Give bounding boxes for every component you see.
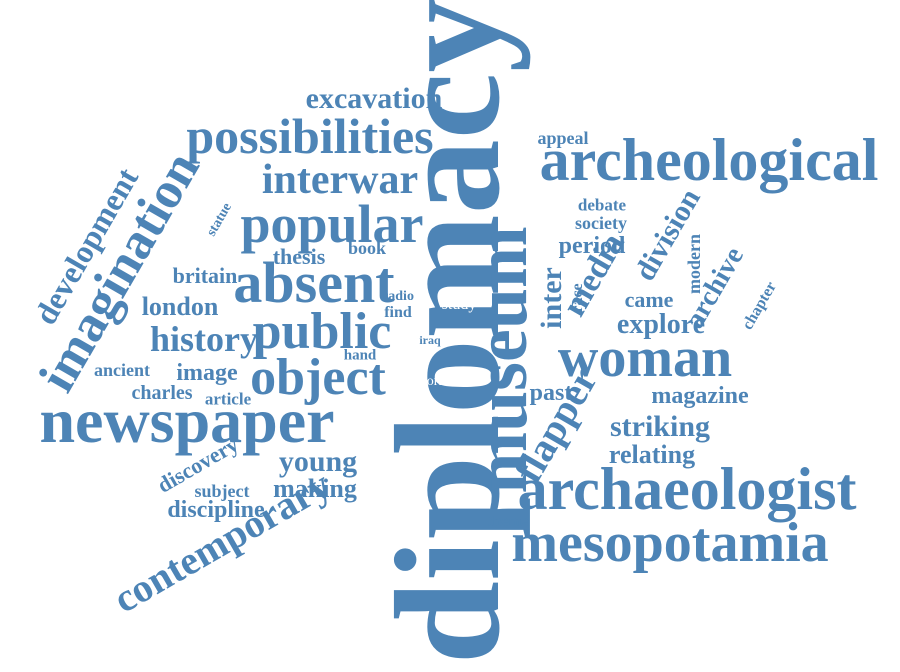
word-striking: striking bbox=[609, 410, 711, 443]
word-newspaper: newspaper bbox=[39, 385, 335, 456]
word-theme: theme bbox=[487, 513, 529, 530]
word-relating: relating bbox=[608, 440, 696, 469]
word-object: object bbox=[250, 349, 386, 406]
word-thesis: thesis bbox=[272, 244, 326, 269]
word-young: young bbox=[278, 445, 358, 478]
word-subject: subject bbox=[194, 481, 250, 501]
word-ancient: ancient bbox=[94, 360, 150, 380]
word-public: public bbox=[252, 303, 392, 360]
word-history: history bbox=[150, 319, 258, 359]
word-excavation: excavation bbox=[305, 82, 443, 115]
word-race: race bbox=[569, 283, 586, 313]
word-book: book bbox=[347, 238, 387, 258]
word-woman: woman bbox=[557, 327, 733, 389]
word-inter: inter bbox=[535, 267, 568, 329]
word-article: article bbox=[204, 389, 252, 409]
word-society: society bbox=[575, 213, 627, 233]
word-image: image bbox=[176, 360, 238, 386]
word-discipline: discipline bbox=[167, 497, 265, 523]
word-modern: modern bbox=[684, 234, 704, 294]
word-chapter: chapter bbox=[739, 278, 781, 333]
word-period: period bbox=[558, 233, 626, 259]
word-hand: hand bbox=[343, 347, 377, 364]
word-iraq: iraq bbox=[419, 333, 441, 347]
word-london: london bbox=[141, 292, 219, 321]
word-explore: explore bbox=[616, 309, 706, 340]
word-past: past bbox=[529, 380, 573, 406]
word-mesopotamia: mesopotamia bbox=[511, 512, 829, 574]
word-magazine: magazine bbox=[651, 383, 749, 409]
word-interwar: interwar bbox=[261, 157, 419, 203]
word-possibilities: possibilities bbox=[186, 108, 434, 164]
word-statue: statue bbox=[204, 200, 236, 239]
word-work: work bbox=[416, 374, 446, 389]
word-making: making bbox=[273, 474, 357, 503]
word-study: study bbox=[441, 296, 477, 313]
word-appeal: appeal bbox=[537, 128, 589, 148]
word-charles: charles bbox=[131, 382, 193, 404]
word-debate: debate bbox=[577, 195, 627, 215]
word-archeological: archeological bbox=[539, 127, 879, 193]
word-absent: absent bbox=[233, 250, 395, 315]
word-archaeologist: archaeologist bbox=[517, 456, 857, 522]
word-find: find bbox=[384, 304, 412, 321]
word-radio: radio bbox=[382, 289, 414, 304]
word-britain: britain bbox=[172, 263, 238, 288]
word-popular: popular bbox=[240, 194, 424, 254]
word-came: came bbox=[624, 287, 674, 312]
